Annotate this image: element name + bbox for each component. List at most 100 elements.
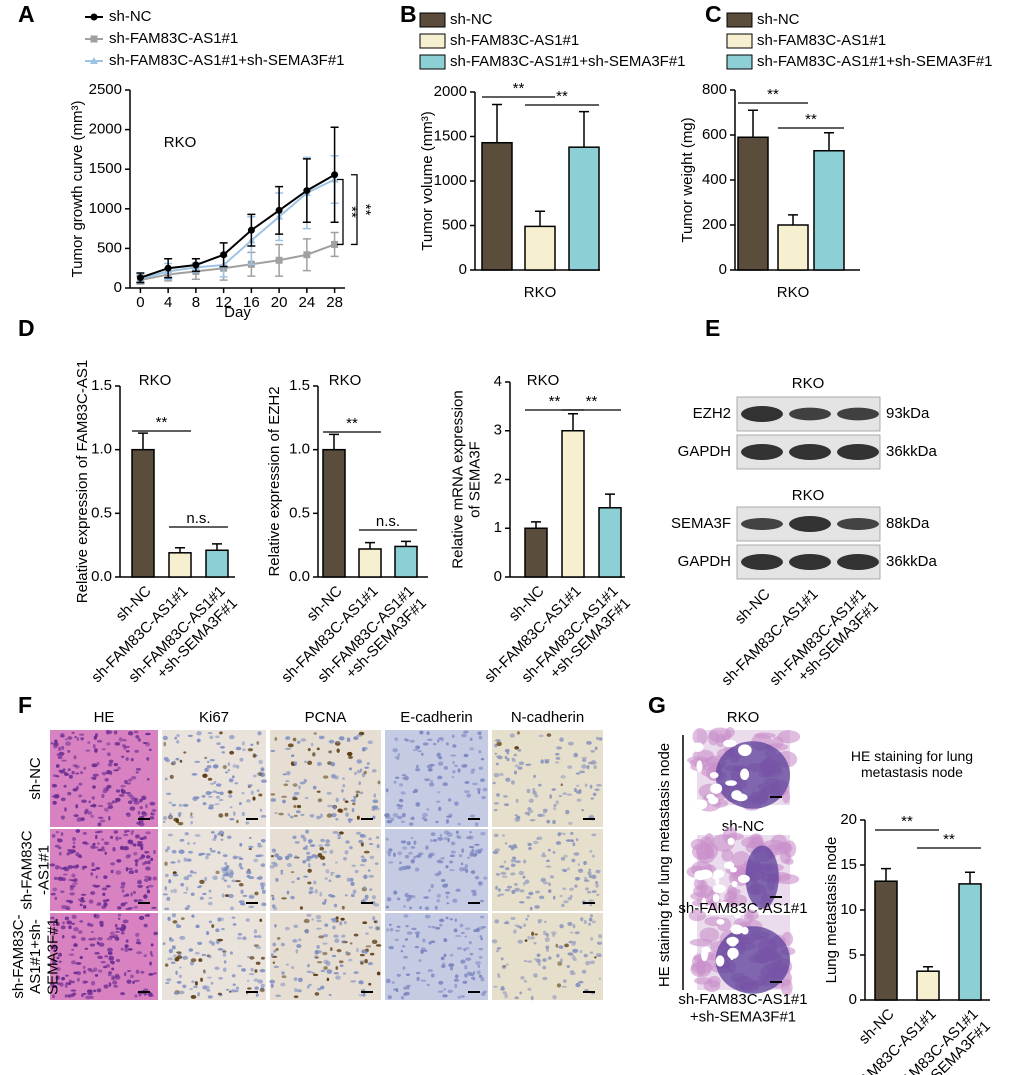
cell-nucleus: [92, 773, 99, 777]
cell-nucleus: [90, 845, 96, 849]
cell-nucleus: [168, 948, 173, 954]
cell-nucleus: [410, 859, 415, 864]
cell-nucleus: [164, 963, 169, 967]
cell-nucleus: [359, 791, 364, 795]
y-tick-label: 0: [719, 261, 727, 278]
cell-nucleus: [555, 752, 560, 756]
cell-nucleus: [73, 927, 79, 932]
cell-nucleus: [416, 976, 420, 981]
image-title: RKO: [727, 709, 760, 726]
cell-nucleus: [143, 992, 147, 996]
cell-nucleus: [239, 757, 244, 762]
cell-nucleus: [459, 866, 465, 872]
cell-nucleus: [542, 965, 547, 970]
cell-nucleus: [274, 924, 277, 928]
cell-nucleus: [184, 832, 189, 836]
cell-nucleus: [217, 948, 223, 951]
cell-nucleus: [497, 973, 500, 976]
cell-nucleus: [445, 742, 449, 746]
cell-nucleus: [93, 884, 100, 888]
cell-nucleus: [583, 861, 587, 866]
legend-swatch: [419, 54, 446, 70]
cell-nucleus: [536, 837, 539, 840]
cell-nucleus: [56, 956, 60, 960]
cell-nucleus: [73, 755, 77, 760]
cell-nucleus: [128, 778, 133, 782]
cell-nucleus: [106, 937, 113, 941]
alveolus: [712, 893, 720, 903]
cell-nucleus: [364, 766, 370, 769]
cell-nucleus: [148, 748, 152, 752]
cell-nucleus: [335, 797, 339, 803]
cell-nucleus: [259, 918, 263, 923]
y-tick-label: 1.5: [289, 377, 310, 394]
cell-nucleus: [452, 760, 456, 765]
cell-nucleus: [217, 938, 224, 942]
cell-nucleus: [316, 761, 322, 767]
cell-nucleus: [113, 763, 118, 767]
cell-nucleus: [400, 950, 404, 953]
cell-nucleus: [150, 943, 154, 947]
cell-nucleus: [363, 874, 368, 880]
cell-nucleus: [491, 939, 498, 944]
cell-nucleus: [542, 976, 548, 981]
cell-nucleus: [477, 789, 481, 795]
cell-nucleus: [60, 815, 65, 820]
cell-nucleus: [292, 835, 297, 839]
cell-nucleus: [388, 923, 392, 926]
cell-nucleus: [222, 854, 228, 858]
cell-nucleus: [100, 960, 106, 964]
cell-nucleus: [373, 920, 377, 923]
cell-nucleus: [478, 750, 482, 754]
cell-nucleus: [532, 790, 537, 795]
cell-nucleus: [445, 916, 449, 920]
cell-nucleus: [480, 937, 483, 941]
cell-nucleus: [260, 885, 265, 890]
cell-nucleus: [100, 921, 104, 925]
cell-nucleus: [307, 868, 312, 873]
cell-nucleus: [222, 950, 227, 953]
cell-nucleus: [208, 791, 213, 794]
cell-nucleus: [314, 889, 318, 894]
cell-nucleus: [197, 992, 200, 997]
cell-nucleus: [208, 795, 213, 798]
cell-nucleus: [335, 861, 338, 864]
cell-nucleus: [377, 780, 381, 785]
bar: [524, 225, 556, 271]
cell-nucleus: [106, 752, 112, 757]
cell-nucleus: [335, 966, 339, 970]
cell-nucleus: [318, 935, 325, 939]
panel-label: F: [18, 692, 32, 718]
cell-nucleus: [443, 988, 446, 991]
cell-nucleus: [108, 816, 111, 821]
cell-nucleus: [560, 958, 563, 963]
cell-nucleus: [457, 822, 462, 826]
cell-nucleus: [353, 736, 359, 741]
cell-nucleus: [523, 923, 527, 927]
cell-nucleus: [79, 955, 83, 960]
cell-nucleus: [366, 762, 370, 766]
cell-nucleus: [448, 963, 455, 967]
cell-nucleus: [442, 782, 448, 787]
cell-nucleus: [312, 785, 317, 790]
cell-nucleus: [530, 936, 535, 940]
cell-nucleus: [432, 742, 437, 746]
cell-nucleus: [427, 768, 433, 772]
cell-nucleus: [250, 790, 254, 796]
cell-nucleus: [372, 805, 378, 808]
cell-nucleus: [303, 837, 307, 842]
cell-nucleus: [303, 778, 308, 783]
cell-nucleus: [403, 905, 406, 908]
cell-nucleus: [304, 760, 307, 764]
cell-nucleus: [365, 932, 369, 935]
cell-nucleus: [319, 847, 325, 851]
cell-nucleus: [402, 966, 406, 970]
cell-nucleus: [344, 850, 349, 855]
cell-nucleus: [229, 818, 235, 821]
alveolus: [710, 783, 723, 794]
cell-nucleus: [338, 736, 345, 741]
cell-nucleus: [588, 899, 594, 902]
cell-nucleus: [54, 865, 59, 870]
cell-nucleus: [320, 838, 326, 843]
legend-label: sh-FAM83C-AS1#1+sh-SEMA3F#1: [109, 52, 345, 69]
